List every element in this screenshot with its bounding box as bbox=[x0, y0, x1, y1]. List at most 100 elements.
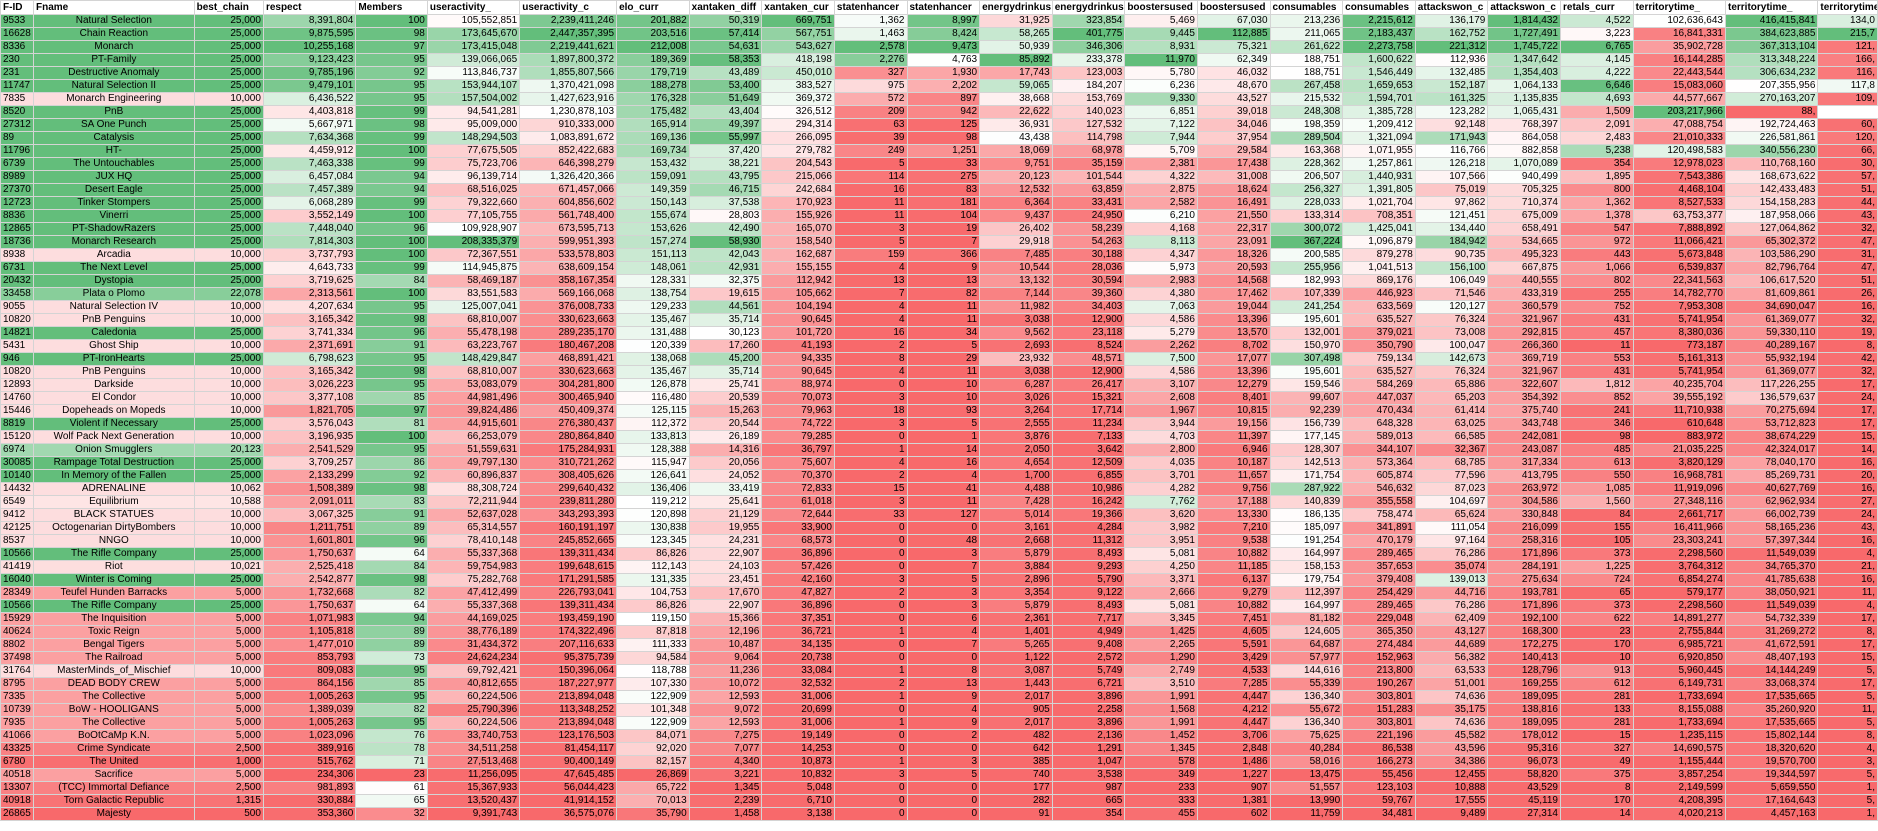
data-cell[interactable]: 665 bbox=[1051, 794, 1126, 808]
data-cell[interactable]: 34,765,370 bbox=[1724, 560, 1819, 574]
data-cell[interactable]: 4,250 bbox=[1124, 560, 1198, 574]
data-cell[interactable]: 177,145 bbox=[1269, 430, 1344, 444]
data-cell[interactable]: 99 bbox=[355, 196, 428, 210]
data-cell[interactable]: 157,504,002 bbox=[426, 92, 521, 106]
data-cell[interactable]: 34 bbox=[906, 326, 981, 340]
data-cell[interactable]: 1,326,420,366 bbox=[519, 170, 618, 184]
data-cell[interactable]: 85 bbox=[355, 391, 428, 405]
data-cell[interactable]: 11, bbox=[1817, 703, 1878, 717]
data-cell[interactable]: 226,793,041 bbox=[519, 586, 618, 600]
data-cell[interactable]: 25,000 bbox=[193, 599, 264, 613]
data-cell[interactable]: 15, bbox=[1817, 651, 1878, 665]
data-cell[interactable]: 152,963 bbox=[1342, 651, 1416, 665]
data-cell[interactable]: 25,000 bbox=[193, 222, 264, 236]
data-cell[interactable]: 63,223,767 bbox=[426, 339, 521, 353]
data-cell[interactable]: 48,670 bbox=[1196, 79, 1271, 93]
faction-name-cell[interactable]: Dopeheads on Mopeds bbox=[33, 404, 195, 418]
data-cell[interactable]: 267,458 bbox=[1269, 79, 1344, 93]
faction-id-cell[interactable]: 42125 bbox=[0, 521, 34, 535]
data-cell[interactable]: 5,741,954 bbox=[1632, 313, 1727, 327]
data-cell[interactable]: 3,107 bbox=[1124, 378, 1198, 392]
data-cell[interactable]: 5,048 bbox=[761, 781, 835, 795]
data-cell[interactable]: 133,813 bbox=[616, 430, 690, 444]
data-cell[interactable]: 12,593 bbox=[688, 716, 763, 730]
faction-name-cell[interactable]: Dystopia bbox=[33, 274, 195, 288]
data-cell[interactable]: 47, bbox=[1817, 235, 1878, 249]
table-row[interactable]: 37498 The Railroad 5,000 853,793 73 24,624,23… bbox=[0, 651, 1878, 665]
data-cell[interactable]: 1,452 bbox=[1124, 729, 1198, 743]
data-cell[interactable]: 47,645,485 bbox=[519, 768, 618, 782]
faction-name-cell[interactable]: Majesty bbox=[33, 807, 195, 821]
data-cell[interactable]: 77,675,505 bbox=[426, 144, 521, 158]
data-cell[interactable]: 11 bbox=[906, 313, 981, 327]
data-cell[interactable]: 42,043 bbox=[688, 248, 763, 262]
data-cell[interactable]: 75,321 bbox=[1196, 40, 1271, 54]
table-row[interactable]: 6731 The Next Level 25,000 4,643,733 99 114,9… bbox=[0, 261, 1878, 275]
data-cell[interactable]: 181 bbox=[906, 196, 981, 210]
data-cell[interactable]: 6,287 bbox=[979, 378, 1053, 392]
data-cell[interactable]: 17,535,665 bbox=[1724, 690, 1819, 704]
data-cell[interactable]: 4,703 bbox=[1124, 430, 1198, 444]
table-row[interactable]: 8938 Arcadia 10,000 3,737,793 100 72,367,551 5… bbox=[0, 248, 1878, 262]
data-cell[interactable]: 55,997 bbox=[688, 131, 763, 145]
data-cell[interactable]: 266,360 bbox=[1487, 339, 1561, 353]
data-cell[interactable]: 266,095 bbox=[761, 131, 835, 145]
data-cell[interactable]: 79,963 bbox=[761, 404, 835, 418]
data-cell[interactable]: 128,388 bbox=[616, 443, 690, 457]
data-cell[interactable]: 155,926 bbox=[761, 209, 835, 223]
data-cell[interactable]: 1,814,432 bbox=[1487, 14, 1561, 28]
data-cell[interactable]: 123,003 bbox=[1051, 66, 1126, 80]
data-cell[interactable]: 327 bbox=[833, 66, 908, 80]
data-cell[interactable]: 13 bbox=[833, 274, 908, 288]
faction-id-cell[interactable]: 6549 bbox=[0, 495, 34, 509]
data-cell[interactable]: 37,420 bbox=[688, 144, 763, 158]
data-cell[interactable]: 39,824,486 bbox=[426, 404, 521, 418]
data-cell[interactable]: 2,693 bbox=[979, 339, 1053, 353]
data-cell[interactable]: 3,510 bbox=[1124, 677, 1198, 691]
data-cell[interactable]: 22,443,544 bbox=[1632, 66, 1727, 80]
data-cell[interactable]: 330,623,663 bbox=[519, 365, 618, 379]
data-cell[interactable]: 4, bbox=[1817, 547, 1878, 561]
data-cell[interactable]: 24,052 bbox=[688, 469, 763, 483]
data-cell[interactable]: 317,334 bbox=[1487, 456, 1561, 470]
data-cell[interactable]: 5,659,550 bbox=[1724, 781, 1819, 795]
data-cell[interactable]: 306,634,232 bbox=[1724, 66, 1819, 80]
data-cell[interactable]: 15,367,933 bbox=[426, 781, 521, 795]
data-cell[interactable]: 0 bbox=[833, 599, 908, 613]
data-cell[interactable]: 10,000 bbox=[193, 248, 264, 262]
data-cell[interactable]: 71,546 bbox=[1414, 287, 1489, 301]
data-cell[interactable]: 3,951 bbox=[1124, 534, 1198, 548]
data-cell[interactable]: 102,636,643 bbox=[1632, 14, 1727, 28]
data-cell[interactable]: 2,668 bbox=[979, 534, 1053, 548]
data-cell[interactable]: 1,425 bbox=[1124, 625, 1198, 639]
data-cell[interactable]: 165,914 bbox=[616, 118, 690, 132]
data-cell[interactable]: 7,063 bbox=[1124, 300, 1198, 314]
data-cell[interactable]: 72,833 bbox=[761, 482, 835, 496]
data-cell[interactable]: 112,942 bbox=[761, 274, 835, 288]
data-cell[interactable]: 72,644 bbox=[761, 508, 835, 522]
data-cell[interactable]: 10,588 bbox=[193, 495, 264, 509]
data-cell[interactable]: 103,586,290 bbox=[1724, 248, 1819, 262]
data-cell[interactable]: 4,693 bbox=[1559, 92, 1634, 106]
data-cell[interactable]: 152,187 bbox=[1414, 79, 1489, 93]
data-cell[interactable]: 7,428 bbox=[979, 495, 1053, 509]
data-cell[interactable]: 25,000 bbox=[193, 352, 264, 366]
data-cell[interactable]: 5,879 bbox=[979, 547, 1053, 561]
data-cell[interactable]: 5, bbox=[1817, 794, 1878, 808]
data-cell[interactable]: 11,549,039 bbox=[1724, 547, 1819, 561]
data-cell[interactable]: 173,645,670 bbox=[426, 27, 521, 41]
table-row[interactable]: 33458 Plata o Plomo 22,078 2,313,561 100 83,5… bbox=[0, 287, 1878, 301]
data-cell[interactable]: 241,254 bbox=[1269, 300, 1344, 314]
data-cell[interactable]: 11,185 bbox=[1196, 560, 1271, 574]
faction-id-cell[interactable]: 10739 bbox=[0, 703, 34, 717]
data-cell[interactable]: 31,925 bbox=[979, 14, 1053, 28]
data-cell[interactable]: 360,579 bbox=[1487, 300, 1561, 314]
data-cell[interactable]: 255 bbox=[1559, 287, 1634, 301]
data-cell[interactable]: 612 bbox=[1559, 677, 1634, 691]
data-cell[interactable]: 53,712,823 bbox=[1724, 417, 1819, 431]
faction-name-cell[interactable]: Catalysis bbox=[33, 131, 195, 145]
data-cell[interactable]: 14,782,770 bbox=[1632, 287, 1727, 301]
data-cell[interactable]: 3,896 bbox=[1051, 690, 1126, 704]
data-cell[interactable]: 82,796,764 bbox=[1724, 261, 1819, 275]
data-cell[interactable]: 3,620 bbox=[1124, 508, 1198, 522]
